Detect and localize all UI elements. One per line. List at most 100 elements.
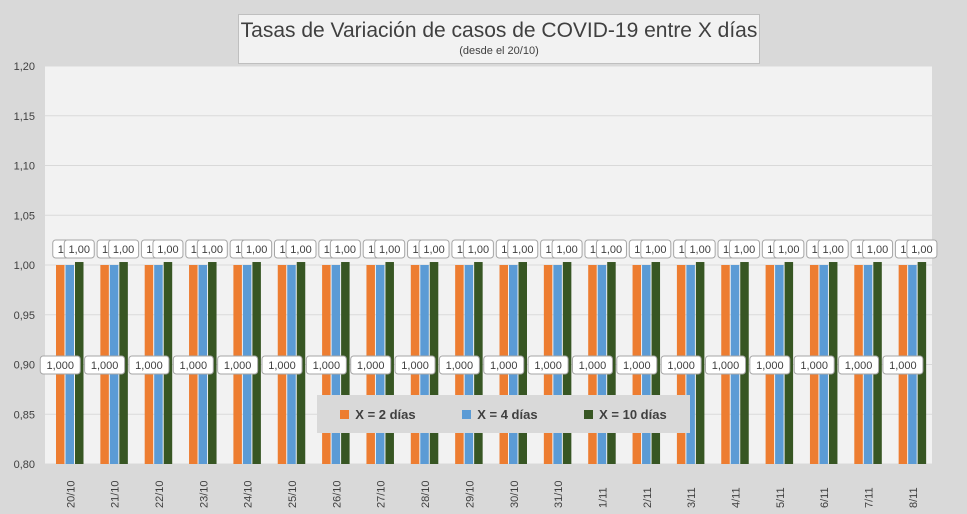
data-label-x2: 1,000 xyxy=(313,360,341,372)
data-label-x2-box xyxy=(483,355,525,375)
data-label-x2-box xyxy=(172,355,214,375)
data-label-x4: 1 xyxy=(58,244,64,256)
data-label-x2: 1,000 xyxy=(756,360,784,372)
y-tick-label: 1,10 xyxy=(14,161,35,173)
data-label-x10-box xyxy=(241,239,273,259)
data-label-x2: 1,000 xyxy=(91,360,119,372)
y-tick-label: 0,85 xyxy=(14,409,35,421)
data-label-x4: 1 xyxy=(900,244,906,256)
data-label-x10-box xyxy=(862,239,894,259)
data-label-x4: 1 xyxy=(235,244,241,256)
data-label-x2: 1,000 xyxy=(712,360,740,372)
x-tick-label: 1/11 xyxy=(597,487,609,508)
data-label-x10: 1,00 xyxy=(69,244,90,256)
data-label-x10: 1,00 xyxy=(202,244,223,256)
data-label-x2: 1,000 xyxy=(534,360,562,372)
data-label-x4: 1 xyxy=(102,244,108,256)
legend-label-x2: X = 2 días xyxy=(355,406,416,422)
y-tick-label: 1,00 xyxy=(14,260,35,272)
legend-item-x2: X = 2 días xyxy=(340,406,416,422)
data-label-x10: 1,00 xyxy=(157,244,178,256)
data-label-x4: 1 xyxy=(812,244,818,256)
data-label-x2-box xyxy=(350,355,392,375)
data-label-x10-box xyxy=(640,239,672,259)
data-label-x2-box xyxy=(793,355,835,375)
y-tick-label: 1,05 xyxy=(14,210,35,222)
legend-swatch-x10 xyxy=(584,409,594,419)
x-tick-label: 2/11 xyxy=(642,487,654,508)
data-label-x10: 1,00 xyxy=(689,244,710,256)
data-label-x10-box xyxy=(551,239,583,259)
legend: X = 2 días X = 4 días X = 10 días xyxy=(317,395,690,433)
x-tick-label: 5/11 xyxy=(775,487,787,508)
x-tick-label: 24/10 xyxy=(243,480,255,508)
data-label-x4: 1 xyxy=(590,244,596,256)
data-label-x2-box xyxy=(705,355,746,375)
data-label-x2: 1,000 xyxy=(180,360,208,372)
data-label-x2-box xyxy=(394,355,436,375)
data-label-x4: 1 xyxy=(501,244,507,256)
data-label-x10-box xyxy=(684,239,716,259)
data-label-x10: 1,00 xyxy=(778,244,799,256)
data-label-x2: 1,000 xyxy=(224,360,252,372)
data-label-x10-box xyxy=(729,239,760,259)
data-label-x2-box xyxy=(749,355,791,375)
data-label-x2: 1,000 xyxy=(579,360,607,372)
data-label-x2-box xyxy=(84,355,126,375)
x-tick-label: 25/10 xyxy=(287,480,299,508)
data-label-x4: 1 xyxy=(191,244,197,256)
data-label-x2-box xyxy=(527,355,569,375)
data-label-x10-box xyxy=(108,239,140,259)
data-label-x4: 1 xyxy=(324,244,330,256)
data-label-x10-box xyxy=(285,239,317,259)
data-label-x2-box xyxy=(571,355,613,375)
x-tick-label: 7/11 xyxy=(864,487,876,508)
data-label-x2-box xyxy=(616,355,658,375)
data-label-x2: 1,000 xyxy=(446,360,474,372)
data-label-x10-box xyxy=(462,239,494,259)
y-tick-label: 1,15 xyxy=(14,111,35,123)
x-tick-label: 29/10 xyxy=(464,480,476,508)
data-label-x10: 1,00 xyxy=(556,244,577,256)
legend-swatch-x4 xyxy=(462,409,472,419)
data-label-x2: 1,000 xyxy=(667,360,695,372)
x-tick-label: 20/10 xyxy=(65,480,77,508)
data-label-x10-box xyxy=(906,239,938,259)
data-label-x2-box xyxy=(217,355,259,375)
data-label-x10: 1,00 xyxy=(335,244,356,256)
data-label-x4: 1 xyxy=(146,244,152,256)
data-label-x4: 1 xyxy=(856,244,862,256)
y-tick-label: 1,20 xyxy=(14,61,35,73)
chart-subtitle: (desde el 20/10) xyxy=(459,45,539,57)
data-label-x10-box xyxy=(329,239,361,259)
data-label-x4: 1 xyxy=(546,244,552,256)
data-label-x2-box xyxy=(438,355,480,375)
chart-title-box: Tasas de Variación de casos de COVID-19 … xyxy=(238,14,760,64)
legend-label-x10: X = 10 días xyxy=(599,406,667,422)
data-label-x10: 1,00 xyxy=(290,244,311,256)
data-label-x2: 1,000 xyxy=(268,360,296,372)
data-label-x2-box xyxy=(838,355,880,375)
data-label-x10-box xyxy=(152,239,184,259)
data-label-x4: 1 xyxy=(723,244,729,256)
x-tick-label: 6/11 xyxy=(819,487,831,508)
data-label-x10: 1,00 xyxy=(512,244,533,256)
x-tick-label: 22/10 xyxy=(154,480,166,508)
data-label-x4: 1 xyxy=(457,244,463,256)
data-label-x2: 1,000 xyxy=(401,360,429,372)
data-label-x2-box xyxy=(261,355,303,375)
data-label-x10-box xyxy=(817,239,849,259)
data-label-x4: 1 xyxy=(412,244,418,256)
data-label-x2: 1,000 xyxy=(889,360,917,372)
data-label-x4: 1 xyxy=(767,244,773,256)
data-label-x10: 1,00 xyxy=(911,244,932,256)
chart-title: Tasas de Variación de casos de COVID-19 … xyxy=(240,19,758,42)
data-label-x4: 1 xyxy=(634,244,640,256)
data-label-x2: 1,000 xyxy=(845,360,873,372)
data-label-x10: 1,00 xyxy=(423,244,444,256)
data-label-x2-box xyxy=(882,355,924,375)
legend-swatch-x2 xyxy=(340,409,350,419)
data-label-x4: 1 xyxy=(279,244,285,256)
data-label-x2-box xyxy=(305,355,347,375)
